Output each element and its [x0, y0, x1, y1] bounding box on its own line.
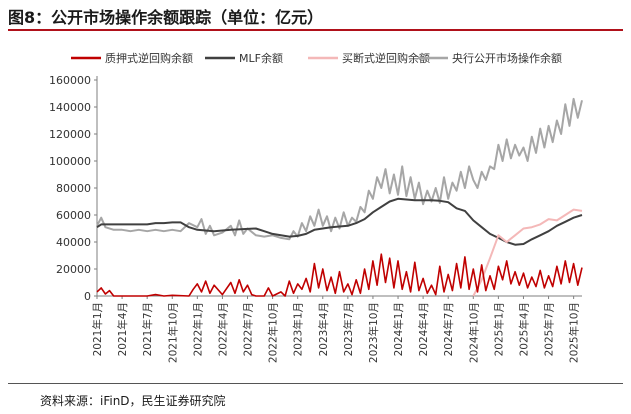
title-divider [8, 29, 623, 31]
x-tick-label: 2024年7月 [442, 302, 455, 356]
x-tick-label: 2025年1月 [492, 302, 505, 356]
x-tick-label: 2025年7月 [543, 302, 556, 356]
x-tick-label: 2024年4月 [417, 302, 430, 356]
y-tick-label: 40000 [56, 236, 91, 249]
source-divider [8, 383, 623, 384]
x-tick-label: 2022年1月 [191, 302, 204, 356]
x-tick-label: 2021年1月 [91, 302, 104, 356]
y-tick-label: 80000 [56, 182, 91, 195]
x-tick-label: 2021年4月 [116, 302, 129, 356]
x-tick-label: 2022年7月 [242, 302, 255, 356]
series-line-1 [96, 197, 583, 246]
x-tick-label: 2022年4月 [216, 302, 229, 356]
legend-label-1: MLF余额 [239, 51, 283, 65]
x-tick-label: 2025年4月 [517, 302, 530, 356]
y-tick-label: 140000 [49, 101, 91, 114]
legend-label-3: 央行公开市场操作余额 [452, 51, 562, 65]
x-tick-label: 2023年1月 [292, 302, 305, 356]
series-line-3 [96, 97, 583, 241]
y-tick-label: 0 [84, 290, 91, 303]
x-tick-label: 2025年10月 [568, 302, 581, 363]
x-tick-label: 2022年10月 [267, 302, 280, 363]
legend: 质押式逆回购余额 MLF余额 买断式逆回购余额 央行公开市场操作余额 [71, 51, 562, 65]
series-line-0 [96, 253, 583, 297]
y-tick-label: 160000 [49, 74, 91, 87]
legend-label-2: 买断式逆回购余额 [342, 51, 430, 65]
y-tick-label: 100000 [49, 155, 91, 168]
x-tick-label: 2021年10月 [166, 302, 179, 363]
series-layer [96, 97, 583, 297]
y-tick-label: 120000 [49, 128, 91, 141]
series-line-2 [472, 208, 583, 297]
y-tick-label: 20000 [56, 263, 91, 276]
x-tick-label: 2021年7月 [141, 302, 154, 356]
legend-label-0: 质押式逆回购余额 [105, 51, 193, 65]
x-tick-label: 2023年7月 [342, 302, 355, 356]
y-tick-label: 60000 [56, 209, 91, 222]
x-tick-label: 2023年4月 [317, 302, 330, 356]
x-tick-label: 2024年10月 [467, 302, 480, 363]
figure-title: 图8：公开市场操作余额跟踪（单位：亿元） [8, 8, 324, 27]
chart-axes: 0 20000 40000 60000 80000 100000 120000 140000 1… [49, 74, 582, 363]
source-note: 资料来源：iFinD，民生证券研究院 [40, 394, 226, 408]
x-tick-label: 2024年1月 [392, 302, 405, 356]
x-tick-label: 2023年10月 [367, 302, 380, 363]
